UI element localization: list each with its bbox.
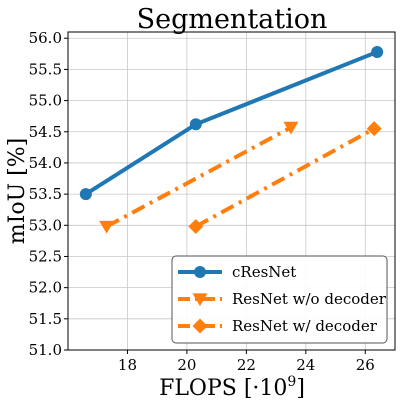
x-tick-label: 24 xyxy=(296,356,315,374)
legend-label: cResNet xyxy=(232,263,296,281)
y-axis-ticks: 51.0 51.5 52.0 52.5 53.0 53.5 54.0 54.5 55.0 55.5… xyxy=(29,29,68,359)
series-line xyxy=(105,125,292,229)
y-tick-label: 55.0 xyxy=(29,92,62,110)
x-tick-label: 18 xyxy=(118,356,137,374)
legend-box xyxy=(171,255,388,344)
series-2 xyxy=(188,121,382,235)
y-axis-label: mIoU [%] xyxy=(5,138,30,244)
legend-swatch-marker xyxy=(192,293,208,307)
y-tick-label: 54.5 xyxy=(29,123,62,141)
data-point xyxy=(189,118,202,131)
legend-swatch-marker xyxy=(192,318,208,334)
series-1 xyxy=(99,121,299,234)
series-0 xyxy=(79,45,384,201)
data-point xyxy=(366,121,382,137)
data-point xyxy=(188,219,204,235)
data-point xyxy=(99,220,115,234)
plot-frame xyxy=(67,31,396,351)
legend-label: ResNet w/o decoder xyxy=(232,290,387,308)
y-tick-label: 56.0 xyxy=(29,29,62,47)
x-axis-label: FLOPS [·109] xyxy=(159,374,305,401)
y-tick-label: 51.5 xyxy=(29,310,62,328)
x-tick-label: 26 xyxy=(356,356,375,374)
data-point xyxy=(283,121,299,135)
x-tick-label: 20 xyxy=(177,356,196,374)
x-axis-ticks: 18 20 22 24 26 xyxy=(118,350,375,374)
y-tick-label: 55.5 xyxy=(29,60,62,78)
y-tick-label: 51.0 xyxy=(29,341,62,359)
y-tick-label: 52.5 xyxy=(29,247,62,265)
data-point xyxy=(79,188,92,201)
legend-swatch-marker xyxy=(194,266,206,278)
series-line xyxy=(84,50,378,196)
y-tick-label: 52.0 xyxy=(29,279,62,297)
y-tick-label: 54.0 xyxy=(29,154,62,172)
chart-title: Segmentation xyxy=(137,4,328,35)
y-tick-label: 53.0 xyxy=(29,216,62,234)
series-layer xyxy=(79,45,384,235)
legend-label: ResNet w/ decoder xyxy=(232,317,378,335)
legend: cResNet ResNet w/o decoder ResNet w/ decod… xyxy=(171,255,388,344)
x-tick-label: 22 xyxy=(237,356,256,374)
series-line xyxy=(194,126,376,229)
data-point xyxy=(371,45,384,58)
y-tick-label: 53.5 xyxy=(29,185,62,203)
